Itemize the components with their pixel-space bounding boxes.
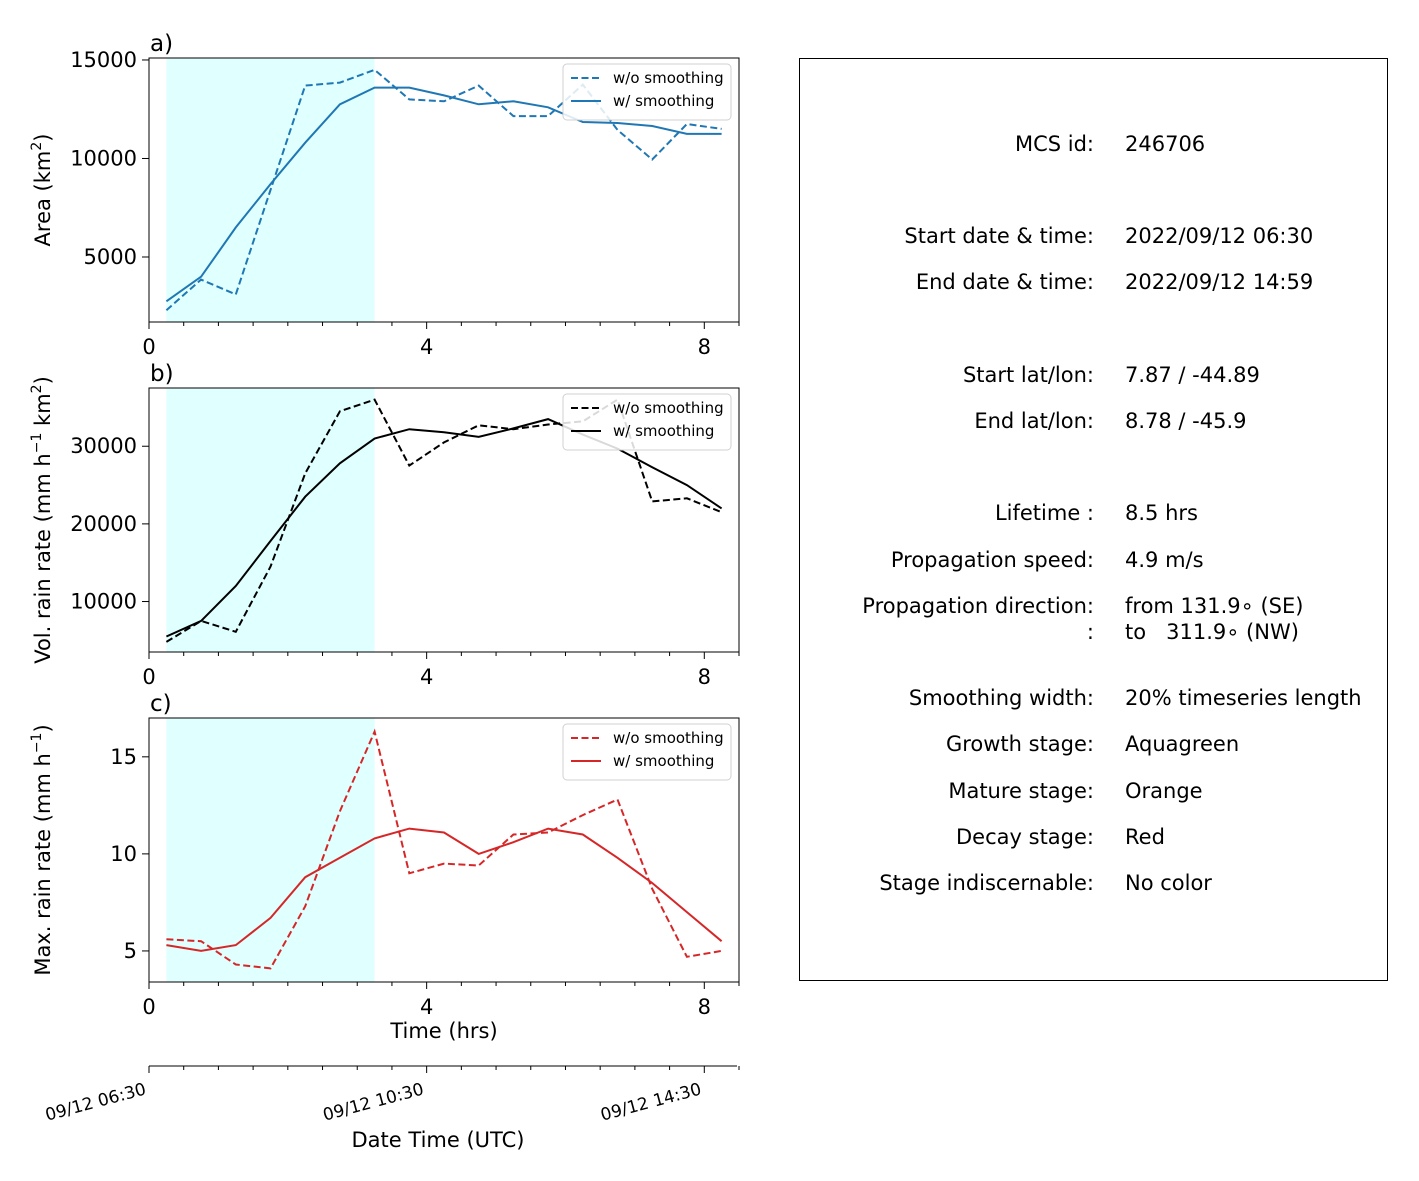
legend-entry-label: w/o smoothing [613,69,724,87]
info-value: 20% timeseries length [1125,686,1362,710]
legend-entry-label: w/o smoothing [613,399,724,417]
info-value: 4.9 m/s [1125,548,1204,572]
x-tick-label: 8 [698,665,711,689]
y-tick-label: 20000 [70,512,137,536]
legend-box [562,63,732,121]
y-axis-label: Area (km2) [29,134,55,247]
info-value: Aquagreen [1125,732,1240,756]
info-label: Smoothing width: [908,686,1094,710]
legend-entry-label: w/o smoothing [613,729,724,747]
info-value: 246706 [1125,132,1206,156]
x-tick-label: 4 [420,995,433,1019]
x-tick-label: 8 [698,995,711,1019]
info-label: End date & time: [915,270,1094,294]
legend-entry-label: w/ smoothing [613,92,714,110]
legend: w/o smoothing w/ smoothing [562,63,732,121]
info-value: Red [1125,825,1165,849]
y-tick-label: 15000 [70,48,137,72]
x-tick-label: 4 [420,665,433,689]
chart-panel-2: 0 4 8 10000 20000 30000 b) Vol. rain rate (mm h… [29,361,740,689]
y-tick-label: 15 [110,745,137,769]
series-line-with-smoothing [166,827,723,952]
info-value: 2022/09/12 14:59 [1125,270,1314,294]
info-value: 8.78 / -45.9 [1125,409,1247,433]
y-tick-label: 10 [110,842,137,866]
datetime-tick-label: 09/12 06:30 [43,1080,148,1126]
legend-box [562,393,732,451]
x-tick-label: 8 [698,335,711,359]
info-value: Orange [1125,779,1203,803]
datetime-tick-label: 09/12 10:30 [321,1080,426,1126]
datetime-axis-label: Date Time (UTC) [352,1128,525,1152]
legend-entry-label: w/ smoothing [613,422,714,440]
growth-stage-shading [166,388,375,652]
info-label: Start lat/lon: [962,363,1094,387]
axes-frame [148,717,740,983]
legend: w/o smoothing w/ smoothing [562,393,732,451]
y-tick-label: 10000 [70,146,137,170]
info-value: 2022/09/12 06:30 [1125,224,1314,248]
x-axis-label: Time (hrs) [389,1019,497,1043]
datetime-axis: 09/12 06:30 09/12 10:30 09/12 14:30 Date Ti… [43,1065,740,1152]
info-label: Growth stage: [945,732,1094,756]
panel-label: a) [150,31,173,57]
series-line-without-smoothing [166,728,722,970]
info-label: Propagation direction: [862,594,1094,618]
info-label: End lat/lon: [974,409,1094,433]
y-axis-label: Max. rain rate (mm h−1) [29,724,55,975]
axes-frame [148,57,740,323]
legend-box [562,723,732,781]
info-label: Start date & time: [904,224,1094,248]
info-label: MCS id: [1014,132,1094,156]
info-label: Lifetime : [994,501,1094,525]
info-value: to 311.9∘ (NW) [1125,620,1299,644]
info-label: Stage indiscernable: [879,871,1094,895]
chart-panel-1: 0 4 8 5000 10000 15000 a) Area (km2) w/o smoothi… [29,31,740,359]
y-tick-label: 30000 [70,434,137,458]
series-line-with-smoothing [165,418,723,638]
y-tick-label: 5 [124,939,137,963]
y-axis-label: Vol. rain rate (mm h−1 km2) [29,376,55,664]
y-tick-label: 10000 [70,590,137,614]
panel-label: c) [150,691,172,717]
x-tick-label: 0 [142,665,155,689]
info-value: No color [1125,871,1212,895]
y-tick-label: 5000 [84,245,137,269]
series-line-with-smoothing [165,86,722,303]
datetime-tick-label: 09/12 14:30 [599,1080,704,1126]
legend-entry-label: w/ smoothing [613,752,714,770]
x-tick-label: 0 [142,335,155,359]
info-value: from 131.9∘ (SE) [1125,594,1304,618]
chart-panel-3: 0 4 8 5 10 15 c) Max. rain rate (mm h−1) Time (h… [29,691,740,1043]
info-label: Propagation speed: [890,548,1094,572]
info-label: Mature stage: [948,779,1094,803]
info-label: : [1086,620,1094,644]
info-panel: MCS id: 246706 Start date & time: 2022/09/1… [799,58,1388,981]
info-value: 7.87 / -44.89 [1125,363,1260,387]
series-line-without-smoothing [165,68,722,311]
panel-label: b) [150,361,174,387]
x-tick-label: 0 [142,995,155,1019]
info-value: 8.5 hrs [1125,501,1198,525]
growth-stage-shading [166,718,375,982]
info-label: Decay stage: [956,825,1094,849]
x-tick-label: 4 [420,335,433,359]
legend: w/o smoothing w/ smoothing [562,723,732,781]
axes-frame [148,387,740,653]
